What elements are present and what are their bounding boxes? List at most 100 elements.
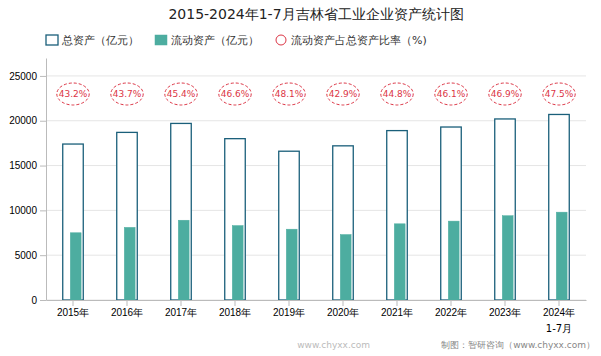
x-tick-label: 2019年	[273, 307, 305, 318]
bar	[495, 119, 516, 300]
ratio-ellipse	[273, 83, 305, 105]
x-tick-label: 2024年	[543, 307, 575, 318]
x-tick: 2019年	[273, 300, 305, 318]
annotation: 1-7月	[546, 323, 572, 334]
ratio-ellipse	[543, 83, 575, 105]
bar	[117, 132, 138, 300]
bar	[178, 220, 189, 300]
ratio-label: 47.5%	[545, 89, 574, 99]
x-tick: 2017年	[165, 300, 197, 318]
tick-mark	[73, 300, 74, 306]
tick-mark	[289, 300, 290, 306]
tick-mark	[181, 300, 182, 306]
annotations: 1-7月 www.chyxx.com 制图：智研咨询（www.chyxx.com）	[297, 323, 595, 350]
tick-mark	[235, 300, 236, 306]
grid	[46, 76, 586, 300]
watermark: 制图：智研咨询（www.chyxx.com）	[441, 340, 595, 350]
ratio-label: 44.8%	[383, 89, 412, 99]
legend: 总资产（亿元） 流动资产（亿元） 流动资产占总资产比率（%)	[46, 34, 427, 47]
x-tick: 2016年	[111, 300, 143, 318]
bar	[441, 127, 462, 300]
ratio-label: 43.7%	[113, 89, 142, 99]
bar	[394, 224, 405, 300]
tick-mark	[40, 210, 46, 211]
x-tick-label: 2022年	[435, 307, 467, 318]
grid-line	[46, 75, 586, 76]
ratio-series	[57, 83, 575, 105]
ratio-label: 42.9%	[329, 89, 358, 99]
y-tick: 5000	[15, 250, 46, 261]
bar	[502, 216, 513, 300]
ratio-ellipse	[165, 83, 197, 105]
x-tick: 2023年	[489, 300, 521, 318]
x-tick: 2021年	[381, 300, 413, 318]
value-labels: 43.2%43.7%45.4%46.6%48.1%42.9%44.8%46.1%…	[59, 89, 574, 99]
legend-swatch	[46, 35, 58, 45]
x-tick: 2022年	[435, 300, 467, 318]
bar-series	[63, 114, 570, 300]
bar	[279, 151, 300, 300]
bar	[171, 123, 192, 300]
plot-area	[57, 83, 575, 300]
axis-line	[46, 59, 47, 301]
x-tick: 2015年	[57, 300, 89, 318]
y-tick-label: 5000	[15, 250, 38, 261]
bar	[387, 131, 408, 300]
y-tick: 20000	[9, 115, 46, 126]
chart: 43.2%43.7%45.4%46.6%48.1%42.9%44.8%46.1%…	[0, 0, 601, 356]
x-tick-label: 2015年	[57, 307, 89, 318]
ratio-ellipse	[489, 83, 521, 105]
bar	[340, 235, 351, 300]
bar	[286, 229, 297, 300]
ratio-ellipse	[327, 83, 359, 105]
tick-mark	[40, 255, 46, 256]
legend-label: 总资产（亿元）	[61, 34, 139, 47]
y-axis: 0500010000150002000025000	[9, 59, 46, 306]
bar	[124, 227, 135, 300]
bar-series	[70, 212, 567, 300]
bar	[63, 144, 84, 300]
x-tick-label: 2016年	[111, 307, 143, 318]
tick-mark	[559, 300, 560, 306]
legend-label: 流动资产（亿元）	[171, 34, 259, 47]
ratio-label: 48.1%	[275, 89, 304, 99]
tick-mark	[40, 166, 46, 167]
tick-mark	[40, 76, 46, 77]
legend-item: 流动资产占总资产比率（%)	[276, 34, 427, 47]
ratio-label: 46.9%	[491, 89, 520, 99]
watermark: www.chyxx.com	[297, 340, 370, 350]
legend-item: 流动资产（亿元）	[155, 34, 259, 47]
title: 2015-2024年1-7月吉林省工业企业资产统计图	[168, 6, 463, 22]
y-tick-label: 25000	[9, 71, 37, 82]
bar	[232, 226, 243, 300]
tick-mark	[505, 300, 506, 306]
bar	[549, 114, 570, 300]
x-tick: 2020年	[327, 300, 359, 318]
y-tick-label: 15000	[9, 160, 37, 171]
x-tick-label: 2018年	[219, 307, 251, 318]
x-tick: 2018年	[219, 300, 251, 318]
legend-swatch	[276, 35, 286, 45]
x-tick-label: 2023年	[489, 307, 521, 318]
tick-mark	[40, 300, 46, 301]
bar	[448, 221, 459, 300]
x-tick: 2024年	[543, 300, 575, 318]
ratio-label: 46.6%	[221, 89, 250, 99]
tick-mark	[451, 300, 452, 306]
ratio-ellipse	[111, 83, 143, 105]
legend-label: 流动资产占总资产比率（%)	[291, 34, 427, 47]
legend-item: 总资产（亿元）	[46, 34, 139, 47]
x-tick-label: 2020年	[327, 307, 359, 318]
y-tick: 25000	[9, 71, 46, 82]
ratio-label: 43.2%	[59, 89, 88, 99]
ratio-ellipse	[219, 83, 251, 105]
legend-swatch	[155, 35, 167, 45]
x-tick-label: 2017年	[165, 307, 197, 318]
y-tick-label: 20000	[9, 115, 37, 126]
x-axis: 2015年 2016年 2017年 2018年 2019年 2020年 2021年 2022年…	[47, 300, 587, 318]
tick-mark	[343, 300, 344, 306]
ratio-ellipse	[381, 83, 413, 105]
bar	[225, 139, 246, 300]
tick-mark	[397, 300, 398, 306]
ratio-label: 46.1%	[437, 89, 466, 99]
